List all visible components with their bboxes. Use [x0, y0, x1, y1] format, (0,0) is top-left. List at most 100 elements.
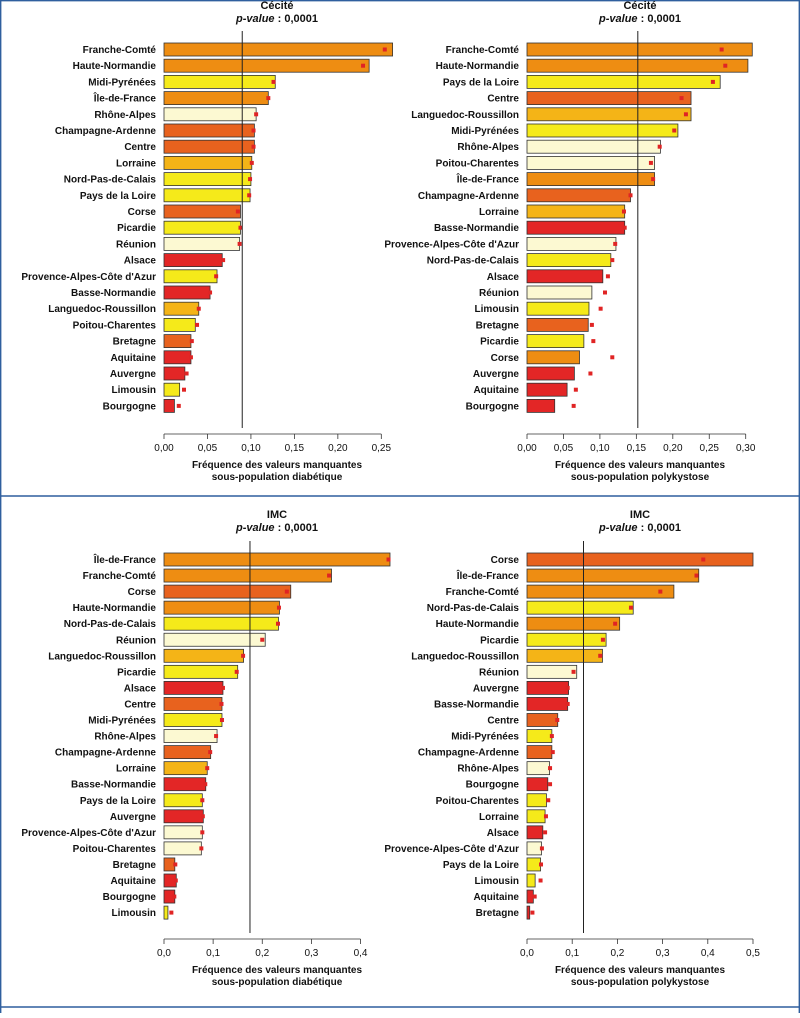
category-label: Bourgogne	[103, 401, 157, 412]
category-label: Provence-Alpes-Côte d'Azur	[21, 272, 156, 283]
data-point	[543, 814, 548, 819]
data-point	[621, 209, 626, 214]
category-label: Île-de-France	[456, 173, 520, 186]
bar	[163, 236, 241, 251]
category-label: Réunion	[116, 635, 156, 646]
category-label: Auvergne	[110, 369, 157, 380]
bar	[163, 729, 218, 743]
x-tick-label: 0,25	[372, 443, 392, 454]
category-label: Nord-Pas-de-Calais	[64, 175, 157, 186]
data-point	[266, 96, 271, 101]
bar	[163, 285, 211, 300]
category-label: Centre	[124, 699, 156, 710]
category-label: Lorraine	[116, 764, 156, 775]
x-axis-sublabel: sous-population diabétique	[212, 977, 343, 988]
category-label: Centre	[124, 142, 156, 153]
bar	[163, 220, 241, 235]
data-point	[173, 878, 178, 883]
data-point	[195, 322, 200, 327]
bar	[163, 793, 203, 808]
data-point	[254, 112, 259, 117]
category-label: Basse-Normandie	[71, 288, 156, 299]
category-label: Bretagne	[113, 860, 157, 871]
data-point	[694, 573, 699, 578]
p-value-value: : 0,0001	[275, 522, 318, 534]
bar	[526, 664, 578, 679]
category-label: Auvergne	[473, 683, 520, 694]
data-point	[565, 701, 570, 706]
data-point	[361, 63, 366, 68]
category-label: Aquitaine	[473, 892, 519, 903]
data-point	[628, 193, 633, 198]
x-tick-label: 0,0	[157, 948, 171, 959]
data-point	[284, 589, 289, 594]
bar	[163, 616, 279, 631]
data-point	[603, 290, 608, 295]
bar	[526, 269, 604, 284]
data-point	[251, 128, 256, 133]
bar	[526, 745, 553, 759]
category-label: Midi-Pyrénées	[88, 716, 156, 727]
bar	[526, 761, 551, 776]
bar	[163, 301, 200, 316]
bar	[526, 220, 626, 235]
data-point	[672, 128, 677, 133]
bar	[526, 107, 692, 122]
data-point	[219, 701, 224, 706]
bar	[526, 889, 534, 904]
category-label: Nord-Pas-de-Calais	[427, 603, 520, 614]
category-label: Franche-Comté	[446, 45, 520, 56]
data-point	[622, 225, 627, 230]
data-point	[275, 621, 280, 626]
category-label: Haute-Normandie	[436, 61, 520, 72]
data-point	[538, 878, 543, 883]
bar	[163, 745, 212, 759]
bar	[526, 42, 753, 57]
data-point	[169, 910, 174, 915]
category-label: Lorraine	[479, 207, 519, 218]
category-label: Basse-Normandie	[71, 780, 156, 791]
data-point	[200, 830, 205, 835]
bar	[526, 632, 607, 647]
data-point	[651, 177, 656, 182]
data-point	[196, 306, 201, 311]
category-label: Franche-Comté	[83, 45, 157, 56]
p-value-label: p-value	[235, 522, 275, 534]
data-point	[548, 766, 553, 771]
bar	[163, 366, 186, 381]
p-value-label: p-value	[598, 13, 638, 25]
chart-subtitle: p-value : 0,0001	[598, 522, 681, 534]
category-label: Rhône-Alpes	[457, 142, 519, 153]
data-point	[241, 653, 246, 658]
data-point	[648, 160, 653, 165]
bar	[163, 809, 204, 824]
data-point	[658, 589, 663, 594]
chart-title: IMC	[630, 509, 650, 521]
category-label: Limousin	[475, 876, 519, 887]
bar	[526, 123, 679, 138]
data-point	[555, 718, 560, 722]
category-label: Bourgogne	[103, 892, 157, 903]
p-value-value: : 0,0001	[638, 13, 681, 25]
x-tick-label: 0,10	[241, 443, 261, 454]
x-tick-label: 0,4	[354, 948, 368, 959]
data-point	[530, 910, 535, 915]
data-point	[589, 322, 594, 327]
data-point	[539, 846, 544, 851]
x-tick-label: 0,15	[285, 443, 305, 454]
category-label: Réunion	[116, 239, 156, 250]
data-point	[719, 47, 724, 52]
category-label: Basse-Normandie	[434, 223, 519, 234]
category-label: Nord-Pas-de-Calais	[64, 619, 157, 630]
bar	[526, 809, 546, 824]
category-label: Rhône-Alpes	[457, 764, 519, 775]
category-label: Picardie	[480, 337, 519, 348]
data-point	[221, 258, 226, 263]
bar	[163, 398, 175, 413]
category-label: Champagne-Ardenne	[418, 191, 520, 202]
data-point	[249, 160, 254, 165]
bar	[526, 253, 612, 268]
category-label: Pays de la Loire	[80, 796, 157, 807]
bar	[526, 552, 754, 567]
x-tick-label: 0,05	[554, 443, 574, 454]
